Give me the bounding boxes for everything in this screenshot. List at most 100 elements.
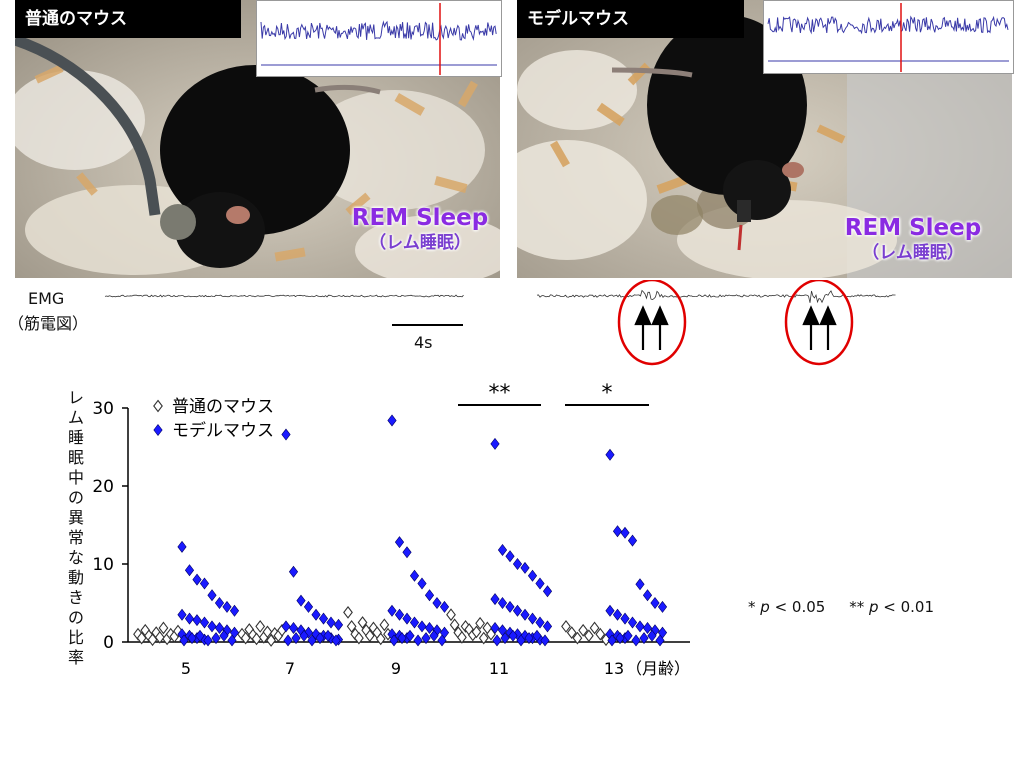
y-tick-label: 0 xyxy=(103,633,114,653)
data-point xyxy=(642,621,653,634)
data-point xyxy=(303,600,314,613)
data-point xyxy=(227,634,237,647)
data-point xyxy=(402,612,412,625)
x-tick-label: 11 xyxy=(489,659,509,678)
data-point xyxy=(566,626,577,640)
data-point xyxy=(409,616,420,629)
data-point xyxy=(583,629,594,643)
arrow-up-icon xyxy=(651,305,669,326)
data-point xyxy=(240,631,251,645)
data-point xyxy=(650,597,660,609)
data-point xyxy=(527,569,538,582)
data-point xyxy=(505,600,515,613)
data-point xyxy=(505,550,515,563)
data-point xyxy=(572,631,583,645)
y-tick-label: 30 xyxy=(92,399,114,419)
normal-mouse-label: 普通のマウス xyxy=(15,0,241,38)
data-point xyxy=(655,634,665,647)
emg-trace-model xyxy=(536,289,896,304)
data-point xyxy=(413,634,423,647)
data-point xyxy=(457,630,467,644)
normal-rem-caption: REM Sleep （レム睡眠） xyxy=(350,204,490,254)
data-point xyxy=(195,629,205,642)
eeg-trace-line xyxy=(260,20,497,41)
p-symbol: p xyxy=(868,598,879,616)
data-point xyxy=(446,608,456,622)
data-point xyxy=(542,620,553,633)
data-point xyxy=(512,558,523,570)
significance-mark: * xyxy=(602,381,613,406)
data-point xyxy=(326,616,336,629)
data-point xyxy=(417,620,427,633)
data-point xyxy=(214,597,225,609)
data-point xyxy=(520,608,530,621)
data-point xyxy=(620,612,630,625)
x-tick-label: 13 xyxy=(604,659,624,678)
data-point xyxy=(635,578,645,591)
data-point xyxy=(432,597,442,609)
data-point xyxy=(475,616,485,630)
data-point xyxy=(397,632,407,645)
data-point xyxy=(620,526,630,539)
data-point xyxy=(639,632,649,645)
data-point xyxy=(192,573,202,586)
data-point xyxy=(364,629,375,643)
legend-label-model: モデルマウス xyxy=(172,420,274,441)
data-point xyxy=(311,608,321,621)
y-axis-label: レム睡眠中の異常な動きの比率 xyxy=(67,388,84,667)
data-point xyxy=(449,618,460,632)
data-point xyxy=(184,564,195,577)
data-point xyxy=(387,604,397,617)
x-tick-label: 9 xyxy=(391,659,401,678)
rem-sleep-subtitle: （レム睡眠） xyxy=(862,243,964,263)
data-point xyxy=(229,604,240,617)
data-point xyxy=(437,634,447,647)
data-point xyxy=(535,616,545,629)
data-point xyxy=(333,618,344,631)
model-mouse-label: モデルマウス xyxy=(517,0,744,38)
data-point xyxy=(417,577,427,590)
double-star-text: < 0.01 xyxy=(883,598,935,616)
data-point xyxy=(520,561,530,574)
data-point xyxy=(214,621,225,634)
model-rem-caption: REM Sleep （レム睡眠） xyxy=(838,214,988,264)
data-point xyxy=(219,629,229,642)
x-tick-label: 7 xyxy=(285,659,295,678)
data-point xyxy=(389,634,399,647)
data-point xyxy=(315,632,325,645)
data-point xyxy=(184,612,195,625)
emg-label-sub: （筋電図） xyxy=(8,314,89,333)
data-point xyxy=(307,634,317,647)
data-point xyxy=(346,619,357,633)
significance-mark: ** xyxy=(489,381,511,406)
data-point xyxy=(627,616,638,629)
p-symbol: p xyxy=(760,598,770,616)
data-point xyxy=(405,629,415,642)
data-point xyxy=(281,620,291,633)
rem-sleep-title: REM Sleep xyxy=(844,215,982,241)
data-point xyxy=(211,632,221,645)
data-point xyxy=(478,631,489,645)
data-point xyxy=(524,632,534,645)
emg-label: EMG xyxy=(28,289,65,308)
data-point xyxy=(379,618,390,632)
model-mouse-eeg-trace xyxy=(763,0,1014,74)
data-point xyxy=(357,616,368,629)
data-point xyxy=(281,428,291,441)
data-point xyxy=(331,634,341,647)
data-point xyxy=(299,629,309,642)
data-point xyxy=(207,589,217,602)
data-point xyxy=(490,437,500,450)
data-point xyxy=(429,629,439,642)
data-point xyxy=(589,621,600,635)
data-point xyxy=(540,634,550,647)
data-point xyxy=(424,621,435,634)
data-point xyxy=(490,621,500,634)
highlight-circle xyxy=(617,280,687,366)
data-point xyxy=(177,608,187,621)
data-point xyxy=(402,546,412,559)
data-point xyxy=(500,632,510,645)
data-point xyxy=(255,619,266,633)
data-point xyxy=(421,632,431,645)
data-point xyxy=(179,634,189,647)
